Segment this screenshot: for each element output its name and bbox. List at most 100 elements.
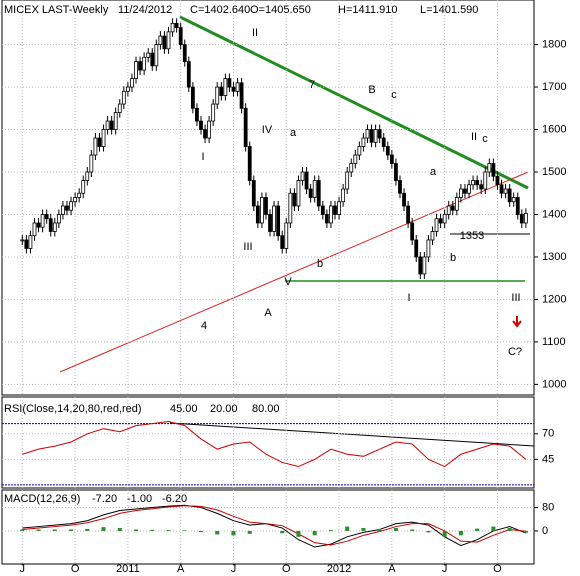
candle	[190, 86, 195, 109]
histogram-bar	[20, 529, 25, 531]
candle	[491, 163, 496, 177]
candle	[446, 205, 451, 215]
rsi-trend-line	[169, 422, 535, 447]
histogram-bar	[507, 528, 512, 531]
candle	[503, 188, 508, 194]
histogram-bar	[52, 529, 57, 531]
candle	[166, 31, 171, 50]
histogram-bar	[166, 530, 171, 531]
candle	[345, 171, 350, 190]
reference-label: 80.00	[252, 403, 280, 415]
annotation: 4	[201, 320, 207, 332]
annotation: c	[391, 89, 397, 101]
candle	[85, 171, 90, 181]
panel-frame	[1, 396, 535, 489]
histogram-bar	[393, 528, 398, 531]
candle	[142, 56, 147, 71]
candle	[406, 205, 411, 224]
y-tick-label: 80	[542, 501, 554, 513]
candle	[73, 197, 77, 203]
candle	[422, 256, 427, 275]
candle	[479, 184, 484, 190]
candle	[288, 192, 293, 224]
histogram-bar	[101, 527, 106, 531]
candle	[36, 222, 41, 228]
annotation: b	[317, 258, 323, 270]
candle	[280, 235, 285, 249]
histogram-bar	[150, 529, 155, 531]
candle	[243, 107, 248, 147]
candle	[65, 205, 69, 211]
histogram-bar	[280, 530, 285, 534]
candle	[410, 222, 415, 241]
candle	[77, 192, 82, 198]
candle	[475, 180, 480, 186]
x-tick-label: J	[442, 563, 448, 575]
candle	[349, 163, 354, 173]
candle	[394, 163, 398, 181]
candle	[320, 205, 325, 215]
candle	[56, 214, 61, 224]
histogram-bar	[491, 526, 496, 531]
candle	[203, 129, 207, 139]
histogram-bar	[231, 530, 236, 536]
candle	[207, 120, 212, 139]
annotation: I	[407, 292, 410, 304]
candle	[235, 82, 240, 92]
annotation: B	[368, 84, 375, 96]
x-tick-label: J	[231, 563, 237, 575]
x-tick-label: O	[282, 563, 291, 575]
candle	[162, 35, 167, 50]
candle	[499, 184, 504, 194]
annotation: b	[450, 252, 456, 264]
y-tick-label: 1100	[542, 336, 566, 348]
panel-frame	[1, 0, 535, 396]
candle	[418, 256, 423, 275]
histogram-bar	[426, 530, 431, 533]
candle	[44, 214, 49, 220]
histogram-bar	[361, 528, 366, 531]
candle	[519, 214, 524, 224]
annotation: C?	[508, 346, 522, 358]
histogram-bar	[523, 530, 528, 533]
candle	[199, 120, 203, 130]
candle	[507, 188, 512, 203]
price-stat: C=1402.640	[190, 4, 250, 16]
x-tick-label: 2011	[116, 563, 140, 575]
candle	[381, 137, 386, 147]
candle	[272, 205, 276, 232]
annotation: III	[511, 292, 520, 304]
histogram-bar	[345, 526, 350, 531]
histogram-bar	[215, 530, 220, 535]
x-tick-label: O	[493, 563, 502, 575]
candle	[337, 201, 341, 215]
panel-frame	[1, 489, 535, 565]
candle	[434, 218, 439, 232]
candle	[308, 188, 313, 198]
candle	[373, 129, 378, 143]
annotation: II	[252, 27, 258, 39]
candle	[251, 180, 256, 207]
candle	[182, 44, 187, 62]
x-tick-label: J	[20, 563, 26, 575]
candle	[219, 86, 224, 96]
candle	[284, 222, 289, 249]
y-tick-label: 1200	[542, 293, 566, 305]
y-tick-label: 70	[542, 428, 554, 440]
candle	[402, 192, 406, 207]
candle	[231, 86, 236, 92]
candle	[511, 197, 516, 203]
candle	[247, 146, 252, 181]
candle	[117, 103, 122, 113]
candle	[471, 180, 475, 186]
histogram-bar	[377, 528, 382, 531]
y-tick-label: 1000	[542, 378, 566, 390]
histogram-bar	[328, 530, 333, 531]
candle	[414, 239, 419, 258]
y-tick-label: 1300	[542, 251, 566, 263]
candle	[40, 214, 45, 228]
candle	[81, 180, 86, 194]
candle	[304, 171, 309, 190]
y-tick-label: 1800	[542, 39, 566, 51]
